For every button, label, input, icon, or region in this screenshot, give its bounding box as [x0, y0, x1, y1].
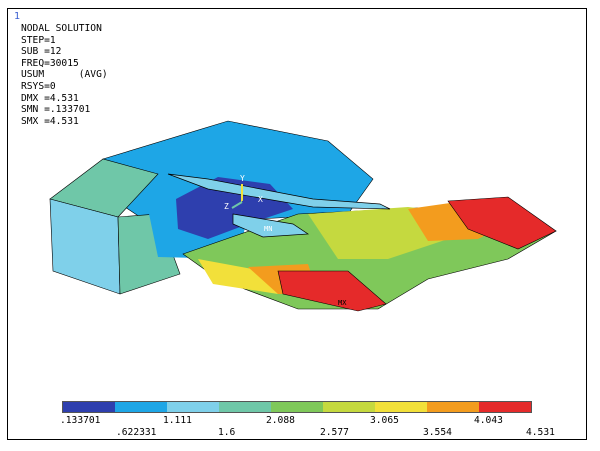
info-title: NODAL SOLUTION	[21, 23, 102, 34]
model-front-red	[277, 270, 387, 312]
window-number: 1	[14, 11, 21, 22]
legend-label-bottom: .622331	[116, 427, 157, 438]
legend-segment	[479, 402, 531, 412]
legend-label-top: 2.088	[266, 415, 295, 426]
legend-label-top: 1.111	[163, 415, 192, 426]
info-line-dmx: DMX =4.531	[21, 92, 79, 104]
legend-segment	[323, 402, 375, 412]
legend-label-bottom: 3.554	[423, 427, 452, 438]
info-line-freq: FREQ=30015	[21, 57, 79, 69]
max-marker: MX	[338, 299, 347, 307]
graphics-viewport[interactable]: 1 NODAL SOLUTION STEP=1 SUB =12 FREQ=300…	[7, 8, 587, 440]
legend-segment	[63, 402, 115, 412]
model-front-yellow	[198, 259, 278, 294]
legend-label-top: 4.043	[474, 415, 503, 426]
triad-z-label: Z	[224, 202, 229, 211]
legend-label-top: .133701	[60, 415, 101, 426]
triad-y-label: Y	[240, 174, 245, 183]
model-max-tip	[447, 196, 557, 250]
model-slot-upper	[167, 173, 391, 210]
info-line-smx: SMX =4.531	[21, 115, 79, 127]
contour-model[interactable]: Y Z X MN MX	[8, 9, 586, 439]
triad-x-label: X	[258, 195, 263, 204]
info-line-step: STEP=1	[21, 34, 56, 46]
legend-segment	[219, 402, 271, 412]
triad-x-axis	[241, 198, 257, 203]
legend-label-bottom: 2.577	[320, 427, 349, 438]
legend-segment	[375, 402, 427, 412]
legend-segment	[427, 402, 479, 412]
min-marker: MN	[264, 225, 272, 233]
legend-label-bottom: 1.6	[218, 427, 236, 438]
info-line-sub: SUB =12	[21, 46, 62, 58]
legend-label-top: 3.065	[370, 415, 399, 426]
model-slot-lower	[232, 213, 310, 238]
legend-segment	[115, 402, 167, 412]
legend-segment	[271, 402, 323, 412]
triad-z-axis	[231, 201, 243, 209]
info-line-usum: USUM (AVG)	[21, 69, 108, 81]
legend-color-bar	[62, 401, 532, 413]
info-line-rsys: RSYS=0	[21, 80, 56, 92]
info-line-smn: SMN =.133701	[21, 104, 91, 116]
solution-info: NODAL SOLUTION STEP=1 SUB =12 FREQ=30015…	[21, 23, 108, 127]
legend-segment	[167, 402, 219, 412]
legend-label-bottom: 4.531	[526, 427, 555, 438]
